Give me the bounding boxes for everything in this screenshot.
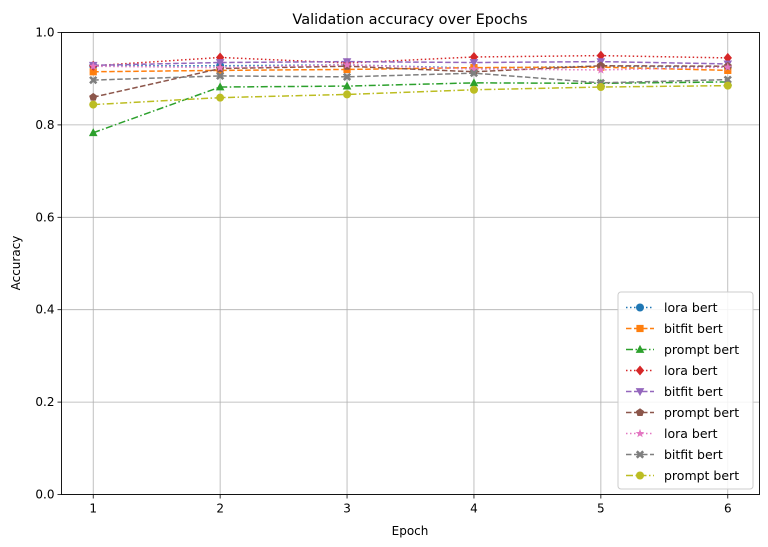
- legend-marker: [635, 408, 645, 416]
- x-axis-title: Epoch: [392, 524, 429, 538]
- data-point: [216, 93, 225, 102]
- data-point: [343, 90, 352, 99]
- legend-item: lora bert: [626, 426, 718, 441]
- series-line: [93, 54, 728, 67]
- legend-item: bitfit bert: [626, 321, 723, 336]
- legend-marker: [635, 344, 645, 353]
- data-point: [216, 71, 225, 81]
- data-point: [89, 75, 98, 85]
- x-tick-label: 6: [724, 502, 732, 516]
- x-tick-label: 1: [89, 502, 97, 516]
- legend: lora bert bitfit bert prompt bert lora bert…: [617, 291, 754, 490]
- data-point: [596, 50, 606, 61]
- y-tick-label: 0.8: [35, 118, 54, 132]
- legend-label: lora bert: [664, 426, 718, 441]
- series-line: [93, 64, 728, 71]
- legend-marker: [636, 303, 644, 312]
- y-tick-label: 0.2: [35, 395, 54, 409]
- series-line: [93, 84, 728, 106]
- y-axis-title: Accuracy: [9, 236, 23, 291]
- legend-marker: [635, 388, 645, 397]
- data-point: [723, 75, 732, 84]
- legend-item: prompt bert: [626, 405, 739, 420]
- y-tick-label: 0.6: [35, 210, 54, 224]
- series-group: [88, 50, 733, 137]
- series-line: [92, 81, 728, 134]
- data-point: [723, 81, 732, 90]
- series-line: [93, 72, 728, 84]
- x-tick-label: 4: [470, 502, 478, 516]
- plot-frame: [61, 32, 760, 495]
- legend-label: bitfit bert: [664, 447, 723, 462]
- legend-marker: [635, 450, 645, 459]
- data-point: [89, 100, 98, 109]
- x-tick-label: 5: [597, 502, 605, 516]
- legend-item: lora bert: [626, 300, 718, 315]
- data-point: [215, 82, 225, 91]
- y-tick-label: 0.0: [35, 488, 54, 502]
- legend-marker: [635, 365, 645, 376]
- data-point: [89, 92, 98, 101]
- data-point: [469, 78, 479, 87]
- data-point: [723, 52, 732, 63]
- series-line: [93, 65, 728, 98]
- legend-label: prompt bert: [664, 342, 739, 357]
- series-7: [88, 60, 733, 74]
- series-8: [89, 69, 732, 87]
- legend-label: prompt bert: [664, 405, 739, 420]
- data-point: [89, 68, 97, 76]
- y-tick-label: 1.0: [35, 26, 54, 40]
- data-point: [88, 61, 98, 70]
- data-point: [469, 64, 479, 73]
- chart-title: Validation accuracy over Epochs: [292, 12, 527, 28]
- legend-item: prompt bert: [626, 468, 739, 483]
- series-line: [93, 60, 728, 67]
- data-point: [596, 83, 605, 92]
- data-point: [342, 81, 352, 90]
- axis-ticks: 1 2 3 4 5 6 0.0 0.2 0.4 0.6 0.8 1.0: [35, 26, 731, 516]
- y-tick-label: 0.4: [35, 303, 54, 317]
- legend-item: prompt bert: [626, 342, 739, 357]
- x-tick-label: 2: [216, 502, 224, 516]
- data-point: [469, 85, 478, 94]
- series-9: [89, 81, 732, 109]
- legend-label: bitfit bert: [664, 321, 723, 336]
- data-point: [215, 63, 225, 72]
- data-point: [88, 128, 98, 137]
- legend-label: prompt bert: [664, 468, 739, 483]
- data-point: [469, 59, 479, 68]
- data-point: [723, 62, 733, 71]
- data-point: [342, 72, 352, 81]
- legend-item: bitfit bert: [626, 447, 723, 462]
- legend-label: bitfit bert: [664, 384, 723, 399]
- legend-box: [617, 291, 754, 490]
- legend-marker: [635, 428, 645, 438]
- data-point: [469, 69, 479, 78]
- data-point: [342, 60, 352, 69]
- legend-marker: [636, 471, 644, 480]
- legend-label: lora bert: [664, 300, 718, 315]
- data-point: [596, 65, 606, 74]
- legend-item: lora bert: [626, 363, 718, 378]
- legend-item: bitfit bert: [626, 384, 723, 399]
- legend-label: lora bert: [664, 363, 718, 378]
- data-point: [724, 66, 732, 74]
- x-tick-label: 3: [343, 502, 351, 516]
- legend-marker: [636, 324, 644, 333]
